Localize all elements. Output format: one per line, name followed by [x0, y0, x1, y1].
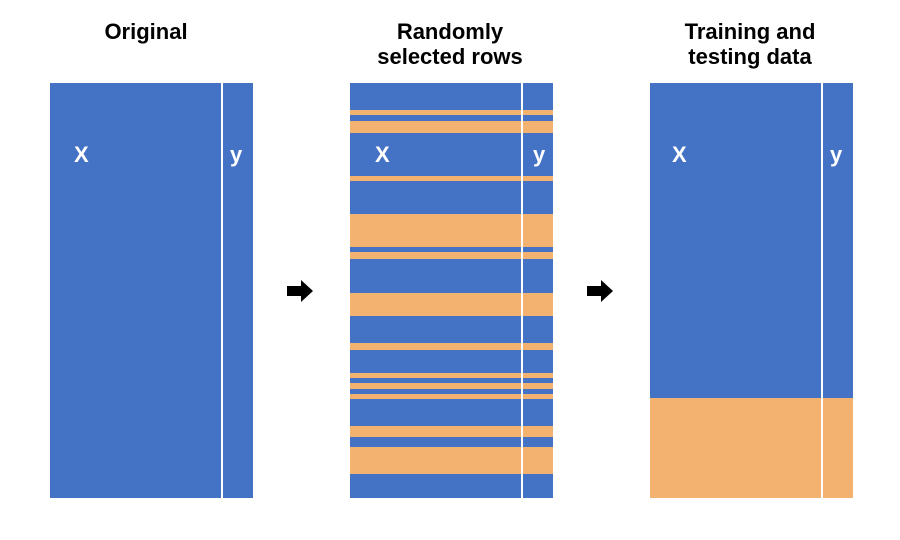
random-row-y-17	[523, 378, 553, 383]
random-row-x-4	[350, 121, 521, 133]
random-row-y-21	[523, 399, 553, 426]
original-row-y-1	[223, 83, 253, 498]
random-row-y-14	[523, 343, 553, 350]
random-row-x-22	[350, 426, 521, 437]
random-row-x-7	[350, 181, 521, 214]
random-row-x-10	[350, 252, 521, 259]
random-row-x-21	[350, 399, 521, 426]
random-row-y-5	[523, 133, 553, 176]
random-x-column	[350, 83, 521, 498]
original-x-column	[50, 83, 221, 498]
random-row-x-8	[350, 214, 521, 247]
random-row-x-18	[350, 383, 521, 389]
random-row-y-4	[523, 121, 553, 133]
random-row-x-6	[350, 176, 521, 181]
title-random-line-2: selected rows	[377, 44, 523, 69]
split-x-label: X	[672, 142, 687, 167]
random-row-x-3	[350, 115, 521, 121]
random-row-x-11	[350, 259, 521, 293]
random-row-y-9	[523, 247, 553, 252]
panel-original: X y	[50, 83, 253, 498]
random-row-y-16	[523, 373, 553, 378]
random-y-column	[523, 83, 553, 498]
random-row-x-16	[350, 373, 521, 378]
random-row-x-23	[350, 437, 521, 447]
random-row-x-15	[350, 350, 521, 373]
random-row-y-23	[523, 437, 553, 447]
random-row-y-22	[523, 426, 553, 437]
random-row-x-24	[350, 447, 521, 474]
random-column-divider	[521, 83, 523, 498]
original-column-divider	[221, 83, 223, 498]
arrow-right-shape	[587, 280, 613, 302]
random-row-y-6	[523, 176, 553, 181]
original-x-label: X	[74, 142, 89, 167]
random-row-y-8	[523, 214, 553, 247]
random-row-y-25	[523, 474, 553, 498]
random-row-y-19	[523, 389, 553, 394]
random-x-label: X	[375, 142, 390, 167]
random-row-x-20	[350, 394, 521, 399]
random-row-y-3	[523, 115, 553, 121]
split-row-y-2	[823, 398, 853, 498]
random-row-y-11	[523, 259, 553, 293]
title-original: Original	[26, 19, 266, 44]
split-row-x-2	[650, 398, 821, 498]
split-x-column	[650, 83, 821, 498]
split-y-column	[823, 83, 853, 498]
arrow-right-icon	[287, 280, 313, 302]
random-row-y-7	[523, 181, 553, 214]
original-y-column	[223, 83, 253, 498]
random-row-y-12	[523, 293, 553, 316]
random-row-x-9	[350, 247, 521, 252]
random-y-label: y	[533, 142, 546, 167]
panel-random: X y	[350, 83, 553, 498]
title-original-text: Original	[104, 19, 188, 44]
random-row-x-5	[350, 133, 521, 176]
title-random-line-1: Randomly	[396, 19, 504, 44]
split-row-x-1	[650, 83, 821, 398]
random-row-y-13	[523, 316, 553, 343]
random-row-y-15	[523, 350, 553, 373]
title-split: Training and testing data	[630, 19, 870, 69]
random-row-x-25	[350, 474, 521, 498]
title-split-line-1: Training and	[684, 19, 816, 44]
title-split-line-2: testing data	[688, 44, 812, 69]
random-row-y-20	[523, 394, 553, 399]
split-row-y-1	[823, 83, 853, 398]
random-row-y-18	[523, 383, 553, 389]
random-row-y-2	[523, 110, 553, 115]
title-random: Randomly selected rows	[330, 19, 570, 69]
random-row-x-17	[350, 378, 521, 383]
random-row-x-13	[350, 316, 521, 343]
split-column-divider	[821, 83, 823, 498]
random-row-x-14	[350, 343, 521, 350]
original-row-x-1	[50, 83, 221, 498]
random-row-x-2	[350, 110, 521, 115]
split-y-label: y	[830, 142, 843, 167]
random-row-y-1	[523, 83, 553, 110]
random-row-x-1	[350, 83, 521, 110]
arrow-right-shape	[287, 280, 313, 302]
random-row-y-24	[523, 447, 553, 474]
random-row-y-10	[523, 252, 553, 259]
original-y-label: y	[230, 142, 243, 167]
arrow-right-icon	[587, 280, 613, 302]
random-row-x-12	[350, 293, 521, 316]
panel-split: X y	[650, 83, 853, 498]
random-row-x-19	[350, 389, 521, 394]
